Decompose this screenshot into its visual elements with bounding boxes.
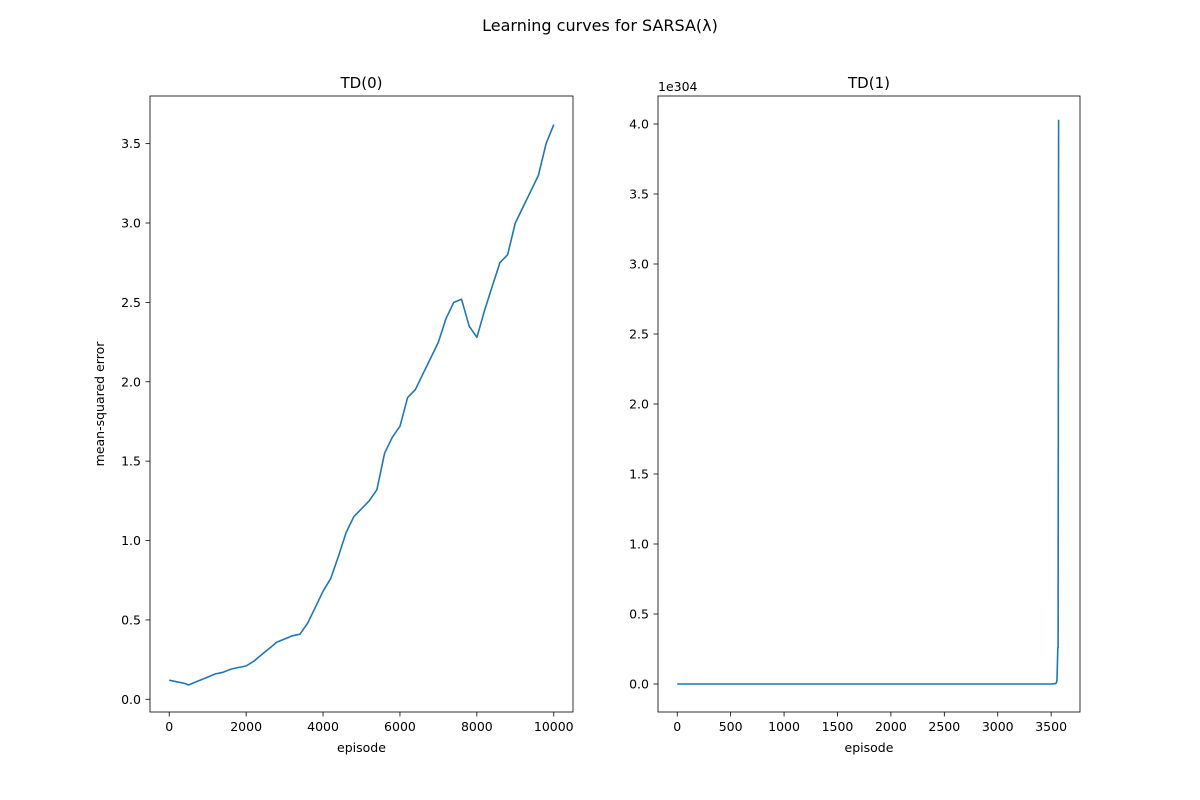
y-tick-label: 4.0 <box>629 117 649 132</box>
x-tick-label: 2000 <box>875 719 907 734</box>
y-tick-label: 2.5 <box>629 327 649 342</box>
x-tick-label: 1500 <box>822 719 854 734</box>
y-tick-label: 2.0 <box>629 397 649 412</box>
y-tick-label: 0.0 <box>121 692 141 707</box>
x-tick-label: 4000 <box>307 719 339 734</box>
x-axis-label: episode <box>845 740 894 755</box>
y-tick-label: 3.0 <box>121 216 141 231</box>
x-tick-label: 3500 <box>1035 719 1067 734</box>
series-line-td0 <box>169 124 555 686</box>
figure-title: Learning curves for SARSA(λ) <box>482 16 718 35</box>
y-tick-label: 2.0 <box>121 374 141 389</box>
y-tick-label: 0.5 <box>629 607 649 622</box>
x-tick-label: 2500 <box>928 719 960 734</box>
x-tick-label: 2000 <box>230 719 262 734</box>
x-tick-label: 500 <box>719 719 743 734</box>
x-tick-label: 3000 <box>982 719 1014 734</box>
y-tick-label: 3.0 <box>629 257 649 272</box>
x-tick-label: 0 <box>165 719 173 734</box>
x-tick-label: 0 <box>673 719 681 734</box>
x-tick-label: 1000 <box>768 719 800 734</box>
series-line-td1 <box>677 119 1060 685</box>
chart-td1: 0 500 1000 1500 2000 2500 3000 3500 0.0 0.5 1.0 1.5… <box>629 74 1081 755</box>
x-tick-label: 8000 <box>461 719 493 734</box>
chart-title: TD(0) <box>340 74 383 92</box>
y-tick-label: 1.0 <box>629 537 649 552</box>
y-tick-label: 1.5 <box>629 467 649 482</box>
y-tick-label: 1.5 <box>121 454 141 469</box>
y-tick-label: 0.5 <box>121 612 141 627</box>
x-axis-label: episode <box>337 740 386 755</box>
axes-frame <box>149 95 574 713</box>
y-tick-label: 2.5 <box>121 295 141 310</box>
y-offset-label: 1e304 <box>658 79 698 94</box>
x-tick-label: 6000 <box>384 719 416 734</box>
axes-frame <box>657 95 1081 713</box>
y-tick-label: 0.0 <box>629 677 649 692</box>
y-axis-label: mean-squared error <box>92 341 107 467</box>
y-tick-label: 3.5 <box>121 136 141 151</box>
chart-td0: 0 2000 4000 6000 8000 10000 0.0 0.5 1.0 1.5 2.0 2.5… <box>92 74 574 755</box>
y-tick-label: 3.5 <box>629 187 649 202</box>
x-tick-label: 10000 <box>534 719 574 734</box>
y-tick-label: 1.0 <box>121 533 141 548</box>
chart-title: TD(1) <box>847 74 890 92</box>
